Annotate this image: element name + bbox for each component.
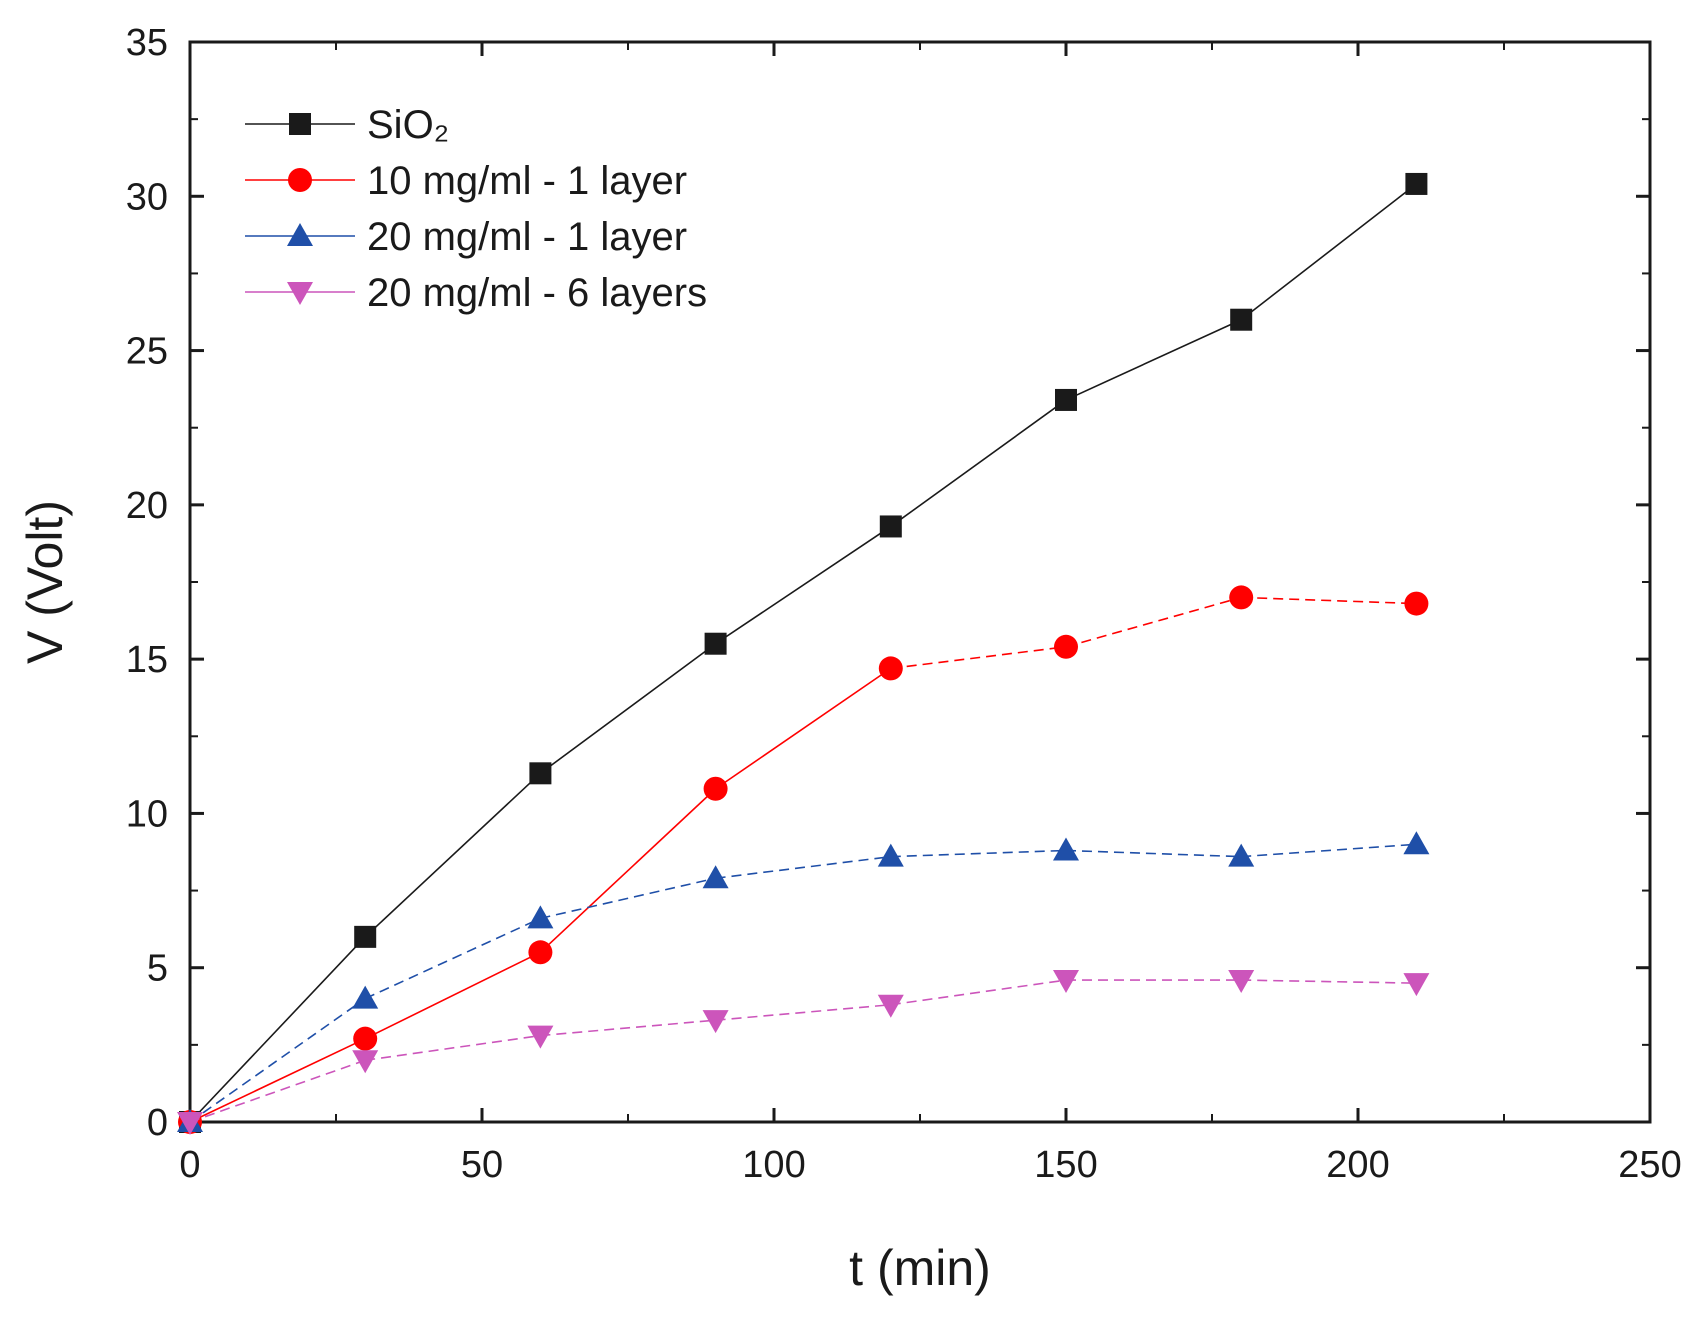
y-tick-label: 15 [126, 639, 168, 681]
series-line-segment [890, 849, 1067, 858]
legend-marker [287, 282, 313, 305]
data-point [1404, 591, 1429, 616]
x-tick-label: 150 [1034, 1144, 1097, 1186]
data-point [1405, 172, 1428, 195]
y-tick-label: 25 [126, 331, 168, 373]
legend-label: 20 mg/ml - 6 layers [367, 271, 707, 315]
series-line-segment [715, 1003, 891, 1021]
data-point [527, 1025, 554, 1049]
data-point [1053, 970, 1079, 994]
y-tick-label: 0 [147, 1102, 168, 1144]
data-point [1403, 973, 1430, 997]
data-point [529, 762, 552, 785]
data-point [704, 632, 727, 655]
data-point [703, 776, 728, 801]
data-point [528, 940, 553, 965]
data-point [1055, 388, 1077, 411]
x-tick-label: 100 [742, 1144, 805, 1186]
series-layer [177, 172, 1430, 1135]
data-point [527, 905, 554, 929]
data-point [1229, 585, 1254, 610]
y-tick-label: 20 [126, 485, 168, 527]
series-line-segment [1065, 596, 1242, 648]
data-point [1230, 308, 1253, 331]
data-point [177, 1112, 203, 1135]
x-tick-label: 250 [1618, 1144, 1681, 1186]
y-tick-label: 30 [126, 176, 168, 218]
data-point [1054, 634, 1078, 659]
data-point [354, 925, 377, 948]
series-line-segment [364, 951, 541, 1040]
series-line-segment [189, 1037, 366, 1123]
legend-label: 10 mg/ml - 1 layer [367, 159, 687, 203]
x-tick-label: 200 [1326, 1144, 1389, 1186]
plot-frame [188, 40, 1652, 1124]
data-point [702, 1010, 729, 1034]
legend-marker [288, 168, 312, 192]
y-tick-label: 35 [126, 22, 168, 64]
legend: SiO₂ 10 mg/ml - 1 layer 20 mg/ml - 1 layer… [245, 103, 707, 315]
legend-marker [287, 223, 313, 246]
data-point [352, 1050, 379, 1074]
data-point [1403, 831, 1430, 855]
x-tick-label: 0 [179, 1144, 200, 1186]
data-point [353, 1026, 378, 1051]
series-2 [177, 831, 1430, 1132]
series-line-segment [715, 855, 891, 880]
y-tick-label: 10 [126, 793, 168, 835]
series-line-segment [539, 643, 717, 774]
series-line-segment [1241, 979, 1417, 984]
legend-label: SiO₂ [367, 103, 449, 147]
series-line-segment [189, 936, 366, 1123]
series-line-segment [189, 1059, 366, 1123]
series-line-segment [1065, 318, 1242, 401]
series-line-segment [715, 525, 892, 645]
y-tick-label: 5 [147, 948, 168, 990]
data-point [879, 515, 902, 538]
series-line-segment [540, 1019, 716, 1037]
series-line-segment [1240, 183, 1417, 321]
series-line-segment [364, 917, 541, 1000]
legend-marker [289, 113, 311, 135]
data-point [878, 656, 903, 681]
axis-ticks: 0 50 100 150 200 250 0 5 10 15 20 25 30 35 [126, 22, 1682, 1186]
series-line-segment [715, 667, 892, 790]
series-line-segment [890, 646, 1067, 670]
series-line-segment [540, 877, 716, 920]
series-line-segment [1241, 843, 1417, 858]
series-line-segment [189, 997, 366, 1123]
series-line-segment [1241, 596, 1417, 605]
data-point [877, 994, 904, 1018]
x-tick-label: 50 [461, 1144, 503, 1186]
data-point [702, 865, 729, 889]
series-line-segment [890, 979, 1067, 1006]
series-3 [177, 970, 1430, 1135]
data-point [1228, 843, 1255, 867]
series-line-segment [1065, 849, 1242, 858]
series-line-segment [365, 1034, 541, 1062]
x-axis-title: t (min) [849, 1240, 991, 1296]
y-axis-title: V (Volt) [17, 500, 73, 664]
legend-label: 20 mg/ml - 1 layer [367, 215, 687, 259]
data-point [1228, 970, 1255, 994]
series-line-segment [539, 788, 717, 953]
series-line-segment [364, 772, 541, 938]
data-point [352, 985, 379, 1009]
series-1 [178, 585, 1429, 1134]
data-point [877, 843, 904, 867]
data-point [1053, 837, 1079, 861]
series-line-segment [890, 399, 1067, 528]
